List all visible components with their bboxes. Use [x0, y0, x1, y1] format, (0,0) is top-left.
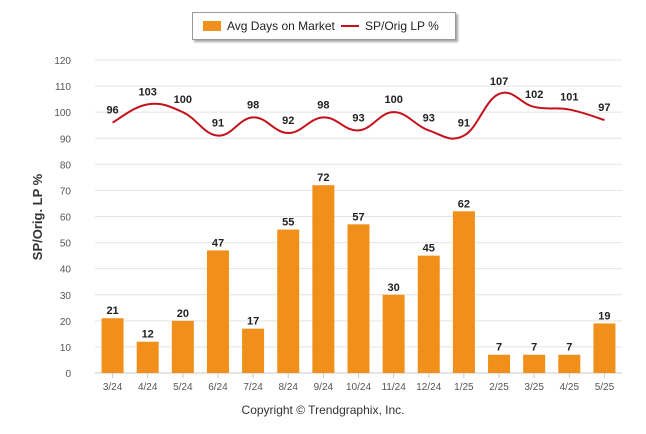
- line-value-label: 92: [282, 115, 294, 127]
- line-value-label: 98: [247, 99, 259, 111]
- bar-value-label: 21: [106, 305, 118, 317]
- bar-value-label: 72: [317, 172, 329, 184]
- y-tick-label: 110: [55, 82, 71, 93]
- legend-item-line: SP/Orig LP %: [341, 19, 439, 33]
- line-value-label: 96: [106, 105, 118, 117]
- bar-value-label: 62: [458, 198, 470, 210]
- y-tick-label: 100: [54, 108, 71, 119]
- x-axis-ticks: 3/24 4/24 5/24 6/24 7/24 8/24 9/24 10/24 11/24 12…: [103, 373, 615, 393]
- x-tick-label: 4/25: [560, 382, 580, 393]
- bar-value-label: 47: [212, 237, 224, 249]
- legend-item-bars: Avg Days on Market: [203, 19, 335, 33]
- x-tick-label: 5/25: [595, 382, 615, 393]
- x-tick-label: 2/25: [489, 382, 509, 393]
- y-tick-label: 50: [60, 239, 72, 250]
- bar: [171, 320, 194, 373]
- bar-value-label: 17: [247, 316, 259, 328]
- bar: [452, 211, 475, 373]
- line-value-label: 100: [174, 94, 192, 106]
- y-tick-label: 70: [60, 186, 72, 197]
- bar: [523, 354, 546, 373]
- y-tick-label: 20: [60, 317, 72, 328]
- bar: [206, 250, 229, 373]
- bar: [417, 255, 440, 373]
- y-tick-label: 0: [65, 369, 71, 380]
- y-tick-label: 40: [60, 265, 72, 276]
- bars: 21 12 20 47 17 55 72 57 30 45 62 7 7 7 19: [101, 172, 616, 373]
- line-value-label: 91: [212, 118, 224, 130]
- y-tick-label: 10: [60, 343, 72, 354]
- bar-value-label: 20: [177, 308, 189, 320]
- bar: [558, 354, 581, 373]
- x-tick-label: 3/25: [524, 382, 544, 393]
- bar: [242, 328, 265, 373]
- bar-value-label: 7: [531, 342, 537, 354]
- x-tick-label: 8/24: [278, 382, 298, 393]
- bar: [488, 354, 511, 373]
- y-axis-label: SP/Orig. LP %: [30, 173, 45, 260]
- y-tick-label: 60: [60, 213, 72, 224]
- line-value-label: 103: [139, 86, 157, 98]
- x-tick-label: 10/24: [346, 382, 371, 393]
- x-tick-label: 6/24: [208, 382, 228, 393]
- line-value-label: 97: [598, 102, 610, 114]
- bar: [312, 185, 335, 373]
- bar-value-label: 57: [352, 211, 364, 223]
- line-path: [112, 91, 605, 140]
- line-value-label: 93: [423, 112, 435, 124]
- x-tick-label: 11/24: [381, 382, 406, 393]
- bar-value-label: 7: [566, 342, 572, 354]
- y-axis-ticks: 0 10 20 30 40 50 60 70 80 90 100 110 120: [54, 56, 71, 380]
- line-series: 96 103 100 91 98 92 98 93 100 93 91 107 102 101 97: [106, 76, 611, 140]
- line-value-label: 98: [317, 99, 329, 111]
- y-tick-label: 120: [54, 56, 71, 67]
- bar: [382, 294, 405, 373]
- x-tick-label: 1/25: [454, 382, 474, 393]
- bar: [277, 229, 300, 373]
- legend-line-swatch: [341, 25, 359, 27]
- x-tick-label: 7/24: [243, 382, 263, 393]
- bar: [101, 318, 124, 373]
- bar-value-label: 55: [282, 217, 294, 229]
- bar-value-label: 45: [423, 243, 435, 255]
- legend-bar-label: Avg Days on Market: [227, 19, 335, 33]
- line-value-label: 93: [352, 112, 364, 124]
- y-tick-label: 30: [60, 291, 72, 302]
- x-tick-label: 5/24: [173, 382, 193, 393]
- line-value-label: 101: [560, 92, 578, 104]
- bar-value-label: 12: [142, 329, 154, 341]
- line-value-label: 100: [384, 94, 402, 106]
- x-tick-label: 4/24: [138, 382, 158, 393]
- legend-bar-swatch: [203, 21, 221, 31]
- x-tick-label: 9/24: [314, 382, 334, 393]
- legend-line-label: SP/Orig LP %: [365, 19, 439, 33]
- bar: [347, 224, 370, 373]
- y-tick-label: 90: [60, 134, 72, 145]
- bar-value-label: 7: [496, 342, 502, 354]
- line-value-label: 102: [525, 89, 543, 101]
- legend: Avg Days on Market SP/Orig LP %: [192, 12, 456, 40]
- line-value-label: 91: [458, 118, 470, 130]
- copyright-text: Copyright © Trendgraphix, Inc.: [241, 403, 405, 417]
- x-tick-label: 12/24: [416, 382, 441, 393]
- bar-value-label: 30: [388, 282, 400, 294]
- y-tick-label: 80: [60, 160, 72, 171]
- bar-value-label: 19: [598, 310, 610, 322]
- line-value-label: 107: [490, 76, 508, 88]
- bar: [593, 323, 616, 373]
- bar: [136, 341, 159, 373]
- x-tick-label: 3/24: [103, 382, 123, 393]
